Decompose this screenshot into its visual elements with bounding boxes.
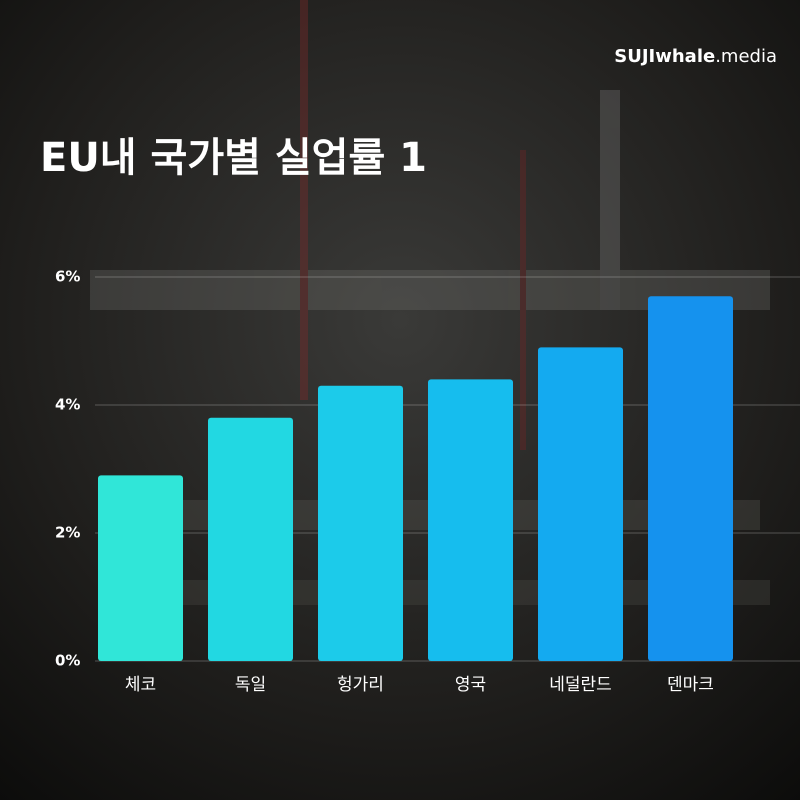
- brand: SUJIwhale.media: [614, 46, 777, 67]
- x-tick-label: 헝가리: [337, 675, 384, 695]
- brand-suffix: .media: [715, 46, 777, 67]
- y-tick-label: 6%: [55, 268, 80, 286]
- bar: [538, 347, 623, 661]
- chart-title: EU내 국가별 실업률 1: [40, 135, 427, 181]
- y-tick-label: 4%: [55, 396, 80, 414]
- y-tick-label: 2%: [55, 524, 80, 542]
- x-tick-label: 덴마크: [667, 675, 714, 695]
- x-tick-label: 네덜란드: [549, 675, 612, 695]
- brand-name: SUJIwhale: [614, 46, 715, 67]
- x-tick-label: 독일: [235, 675, 266, 695]
- bar: [98, 475, 183, 661]
- y-tick-label: 0%: [55, 652, 80, 670]
- bar: [318, 385, 403, 661]
- bar: [648, 296, 733, 661]
- x-tick-label: 체코: [125, 675, 156, 695]
- x-tick-label: 영국: [455, 675, 486, 695]
- bar: [208, 417, 293, 661]
- bar: [428, 379, 513, 661]
